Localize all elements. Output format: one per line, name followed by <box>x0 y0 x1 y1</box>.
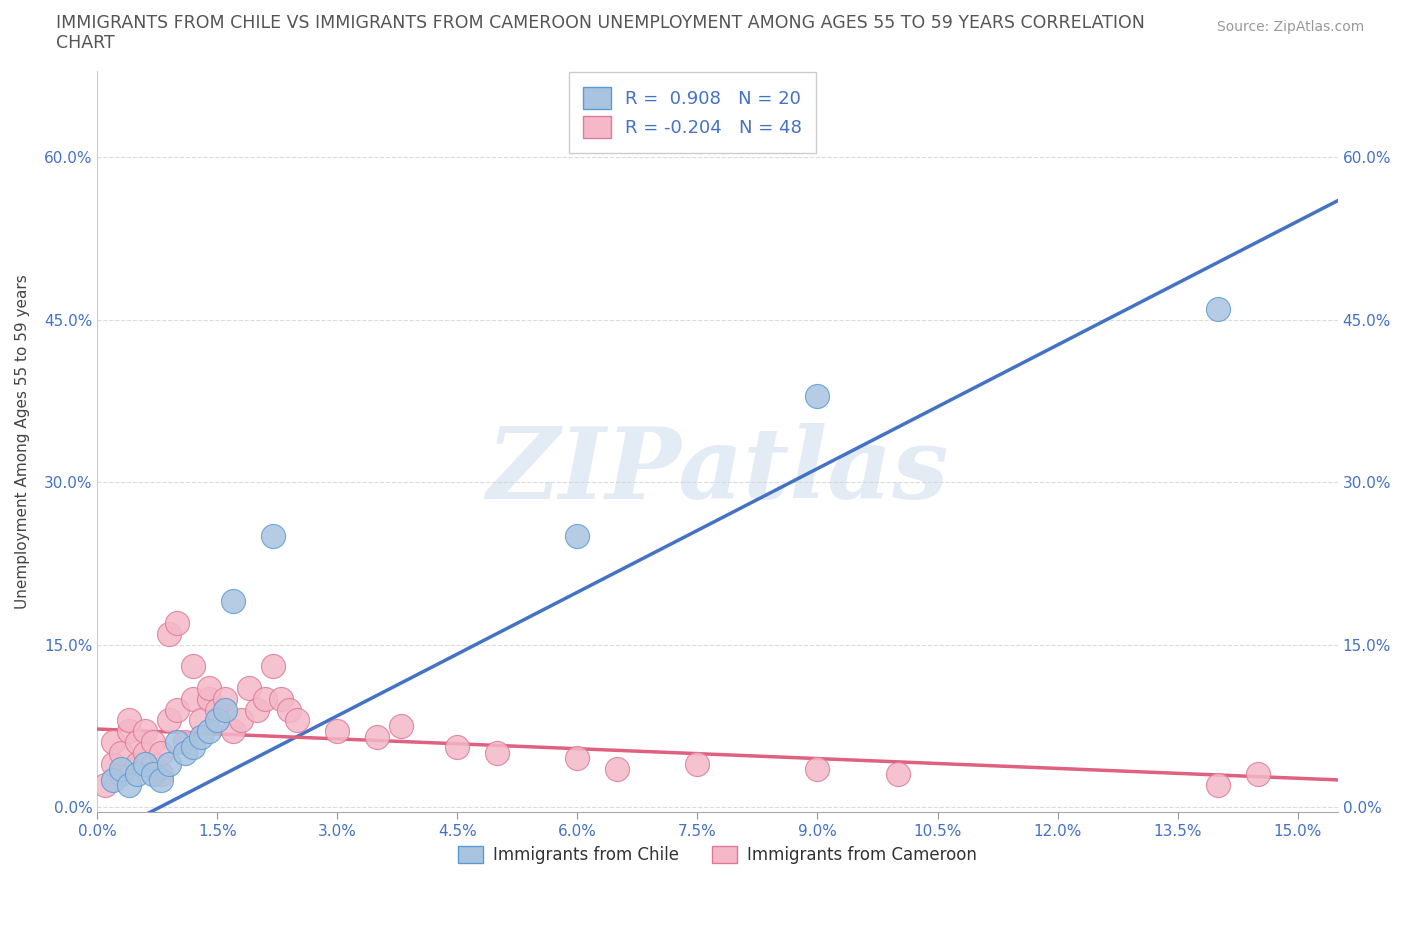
Point <box>127 735 149 750</box>
Point <box>166 616 188 631</box>
Point <box>103 735 125 750</box>
Y-axis label: Unemployment Among Ages 55 to 59 years: Unemployment Among Ages 55 to 59 years <box>15 274 30 609</box>
Point <box>157 626 180 641</box>
Point <box>446 740 468 755</box>
Point <box>262 529 284 544</box>
Text: Source: ZipAtlas.com: Source: ZipAtlas.com <box>1216 20 1364 34</box>
Point <box>166 702 188 717</box>
Point <box>110 746 132 761</box>
Point <box>174 735 197 750</box>
Point <box>246 702 269 717</box>
Point <box>142 735 165 750</box>
Point <box>150 773 173 788</box>
Point <box>1246 767 1268 782</box>
Point <box>150 767 173 782</box>
Point <box>238 681 260 696</box>
Point <box>207 702 229 717</box>
Point <box>190 713 212 728</box>
Point <box>214 691 236 706</box>
Point <box>806 388 828 403</box>
Point <box>389 718 412 733</box>
Point <box>157 756 180 771</box>
Point <box>118 724 141 738</box>
Point <box>278 702 301 717</box>
Point <box>174 746 197 761</box>
Point <box>134 746 156 761</box>
Point <box>127 767 149 782</box>
Point <box>181 658 204 673</box>
Point <box>231 713 253 728</box>
Point <box>150 746 173 761</box>
Point <box>110 767 132 782</box>
Point <box>127 756 149 771</box>
Point <box>118 777 141 792</box>
Point <box>134 756 156 771</box>
Point <box>118 713 141 728</box>
Text: IMMIGRANTS FROM CHILE VS IMMIGRANTS FROM CAMEROON UNEMPLOYMENT AMONG AGES 55 TO : IMMIGRANTS FROM CHILE VS IMMIGRANTS FROM… <box>56 14 1144 32</box>
Point <box>270 691 292 706</box>
Point <box>222 594 245 609</box>
Point <box>254 691 277 706</box>
Point <box>190 729 212 744</box>
Point <box>326 724 349 738</box>
Point <box>806 762 828 777</box>
Point <box>142 767 165 782</box>
Point <box>285 713 308 728</box>
Point <box>198 691 221 706</box>
Point <box>198 681 221 696</box>
Point <box>214 702 236 717</box>
Point <box>103 773 125 788</box>
Point <box>166 735 188 750</box>
Point <box>1206 301 1229 316</box>
Text: ZIPatlas: ZIPatlas <box>486 423 949 520</box>
Point <box>1206 777 1229 792</box>
Legend: Immigrants from Chile, Immigrants from Cameroon: Immigrants from Chile, Immigrants from C… <box>451 839 984 870</box>
Point <box>567 529 589 544</box>
Point <box>181 740 204 755</box>
Point <box>606 762 628 777</box>
Point <box>181 691 204 706</box>
Point <box>134 724 156 738</box>
Point <box>157 713 180 728</box>
Point <box>222 724 245 738</box>
Point <box>262 658 284 673</box>
Point <box>366 729 388 744</box>
Point <box>198 724 221 738</box>
Point <box>142 756 165 771</box>
Point <box>886 767 908 782</box>
Point <box>94 777 117 792</box>
Point <box>486 746 509 761</box>
Point <box>686 756 709 771</box>
Point <box>110 762 132 777</box>
Text: CHART: CHART <box>56 34 115 52</box>
Point <box>103 756 125 771</box>
Point <box>567 751 589 765</box>
Point <box>207 713 229 728</box>
